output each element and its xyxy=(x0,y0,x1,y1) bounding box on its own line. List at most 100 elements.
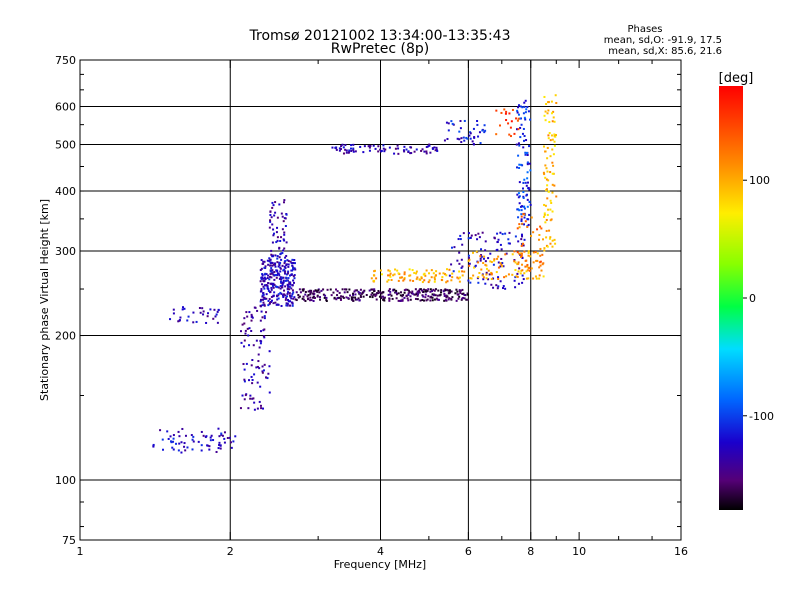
data-point xyxy=(270,288,273,291)
data-point xyxy=(468,134,471,137)
data-point xyxy=(286,298,289,301)
data-point xyxy=(280,304,283,307)
data-point xyxy=(458,130,461,133)
data-point xyxy=(518,202,521,205)
data-point xyxy=(484,129,487,132)
data-point xyxy=(522,278,525,281)
data-point xyxy=(292,275,295,278)
data-point xyxy=(170,440,173,443)
data-point xyxy=(526,163,529,166)
data-point xyxy=(210,434,213,437)
data-point xyxy=(248,379,251,382)
data-point xyxy=(291,258,294,261)
x-tick-label: 4 xyxy=(377,545,384,558)
data-point xyxy=(456,137,459,140)
data-point xyxy=(458,262,461,265)
data-point xyxy=(218,443,221,446)
data-point xyxy=(394,268,397,271)
data-point xyxy=(399,276,402,279)
data-point xyxy=(463,139,466,142)
data-point xyxy=(354,150,357,153)
data-point xyxy=(264,265,267,268)
data-point xyxy=(178,442,181,445)
data-point xyxy=(532,251,535,254)
data-point xyxy=(451,296,454,299)
data-point xyxy=(272,234,275,237)
data-point xyxy=(289,304,292,307)
data-point xyxy=(286,292,289,295)
data-point xyxy=(479,259,482,262)
data-point xyxy=(475,250,478,253)
data-point xyxy=(521,269,524,272)
data-point xyxy=(262,277,265,280)
data-point xyxy=(455,288,458,291)
data-point xyxy=(350,296,353,299)
data-point xyxy=(399,299,402,302)
data-point xyxy=(496,240,499,243)
data-point xyxy=(543,249,546,252)
data-point xyxy=(521,235,524,238)
data-point xyxy=(228,436,231,439)
data-point xyxy=(550,134,553,137)
data-point xyxy=(320,289,323,292)
data-point xyxy=(528,145,531,148)
data-point xyxy=(367,145,370,148)
data-point xyxy=(277,297,280,300)
data-point xyxy=(250,375,253,378)
data-point xyxy=(551,239,554,242)
data-point xyxy=(416,276,419,279)
data-point xyxy=(526,265,529,268)
data-point xyxy=(359,295,362,298)
data-point xyxy=(181,308,184,311)
data-point xyxy=(378,295,381,298)
data-point xyxy=(527,110,530,113)
data-point xyxy=(523,223,526,226)
data-point xyxy=(440,291,443,294)
data-point xyxy=(286,279,289,282)
data-point xyxy=(208,445,211,448)
data-point xyxy=(343,288,346,291)
data-point xyxy=(251,382,254,385)
y-tick-label: 300 xyxy=(55,245,76,258)
data-point xyxy=(288,282,291,285)
data-point xyxy=(421,298,424,301)
data-point xyxy=(285,254,288,257)
data-point xyxy=(551,161,554,164)
data-point xyxy=(519,272,522,275)
colorbar-tick-label: 100 xyxy=(749,174,770,187)
data-point xyxy=(216,321,219,324)
data-point xyxy=(460,137,463,140)
data-point xyxy=(259,404,262,407)
data-point xyxy=(392,274,395,277)
data-point xyxy=(267,263,270,266)
data-point xyxy=(543,95,546,98)
data-point xyxy=(270,261,273,264)
data-point xyxy=(402,279,405,282)
data-point xyxy=(250,364,253,367)
data-point xyxy=(269,282,272,285)
data-point xyxy=(436,150,439,153)
data-point xyxy=(527,254,530,257)
data-point xyxy=(554,135,557,138)
data-point xyxy=(516,193,519,196)
data-point xyxy=(518,209,521,212)
data-point xyxy=(407,293,410,296)
data-point xyxy=(480,255,483,258)
data-point xyxy=(516,227,519,230)
data-point xyxy=(492,263,495,266)
data-point xyxy=(263,266,266,269)
data-point xyxy=(276,239,279,242)
data-point xyxy=(312,300,315,303)
data-point xyxy=(215,313,218,316)
data-point xyxy=(444,273,447,276)
data-point xyxy=(542,171,545,174)
data-point xyxy=(223,441,226,444)
data-point xyxy=(325,296,328,299)
data-point xyxy=(405,294,408,297)
data-point xyxy=(212,317,215,320)
data-point xyxy=(267,282,270,285)
data-point xyxy=(167,437,170,440)
data-point xyxy=(276,270,279,273)
data-point xyxy=(402,293,405,296)
data-point xyxy=(467,232,470,235)
